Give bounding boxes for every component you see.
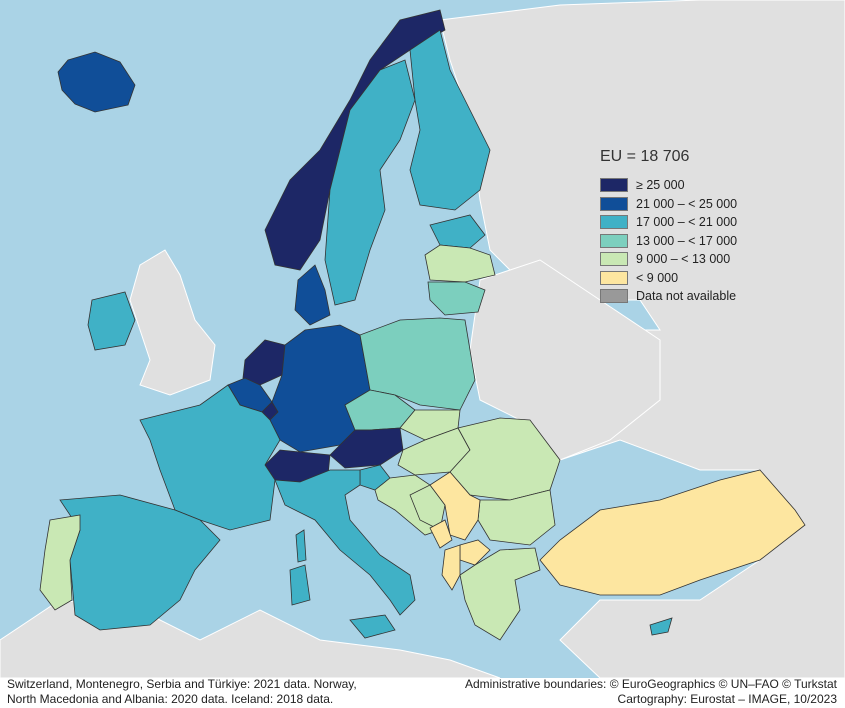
legend-label: 9 000 – < 13 000	[636, 252, 731, 267]
country-sweden	[324, 59, 416, 306]
europe-map	[0, 0, 845, 678]
legend-item: 17 000 – < 21 000	[600, 213, 790, 232]
country-turkey	[539, 469, 806, 596]
region-belarus-ukraine	[469, 259, 661, 461]
country-portugal	[39, 514, 81, 611]
region-uk	[129, 249, 216, 396]
legend-title: EU = 18 706	[600, 148, 690, 165]
legend-label: ≥ 25 000	[636, 178, 685, 193]
country-latvia	[424, 244, 496, 283]
footnote: Switzerland, Montenegro, Serbia and Türk…	[7, 677, 407, 707]
country-netherlands	[242, 339, 286, 386]
country-corsica	[295, 529, 307, 563]
country-serbia	[429, 471, 481, 541]
country-bosnia	[409, 484, 446, 531]
country-lithuania	[427, 281, 486, 316]
legend-label: 17 000 – < 21 000	[636, 215, 738, 230]
legend-swatch	[600, 196, 628, 211]
legend-item: 21 000 – < 25 000	[600, 195, 790, 214]
legend-item: Data not available	[600, 287, 790, 306]
country-iceland	[57, 51, 136, 113]
credits: Administrative boundaries: © EuroGeograp…	[417, 677, 837, 707]
country-estonia	[429, 214, 486, 249]
legend-item: < 9 000	[600, 269, 790, 288]
footnote-line: North Macedonia and Albania: 2020 data. …	[7, 692, 334, 706]
legend-label: Data not available	[636, 289, 737, 304]
country-albania	[441, 544, 461, 591]
legend-label: < 9 000	[636, 270, 679, 285]
country-montenegro	[429, 519, 453, 549]
country-denmark	[294, 264, 331, 326]
legend-swatch	[600, 252, 628, 267]
country-bulgaria	[477, 489, 556, 546]
legend-swatch	[600, 270, 628, 285]
country-sicily	[349, 614, 396, 639]
legend-label: 13 000 – < 17 000	[636, 233, 738, 248]
map-legend: EU = 18 706 ≥ 25 000 21 000 – < 25 000 1…	[600, 148, 790, 306]
legend-swatch	[600, 289, 628, 304]
legend-item: ≥ 25 000	[600, 176, 790, 195]
credits-line: Cartography: Eurostat – IMAGE, 10/2023	[617, 692, 837, 706]
country-ireland	[87, 291, 136, 351]
legend-swatch	[600, 215, 628, 230]
country-italy	[274, 469, 416, 616]
legend-swatch	[600, 178, 628, 193]
credits-line: Administrative boundaries: © EuroGeograp…	[464, 677, 837, 691]
country-finland	[409, 29, 491, 211]
legend-label: 21 000 – < 25 000	[636, 196, 738, 211]
map-area: EU = 18 706 ≥ 25 000 21 000 – < 25 000 1…	[0, 0, 845, 678]
country-cyprus	[649, 617, 673, 636]
country-austria	[329, 427, 404, 469]
country-france	[139, 384, 281, 531]
legend-swatch	[600, 233, 628, 248]
legend-item: 13 000 – < 17 000	[600, 232, 790, 251]
footnote-line: Switzerland, Montenegro, Serbia and Türk…	[7, 677, 357, 691]
country-sardinia	[289, 564, 311, 606]
legend-item: 9 000 – < 13 000	[600, 250, 790, 269]
country-greece	[459, 547, 541, 641]
